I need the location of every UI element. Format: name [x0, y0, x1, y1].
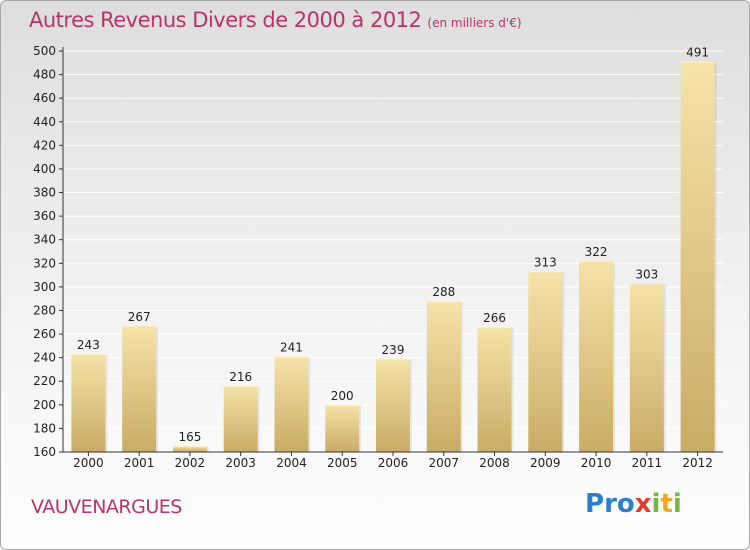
bar-value-label: 241	[280, 340, 303, 354]
y-tick-label: 420	[33, 138, 56, 152]
logo-letter: o	[616, 489, 635, 519]
y-tick-label: 180	[33, 421, 56, 435]
bars: 243 267 165 216 241 200 239 288 266 313 322 303 491	[71, 46, 717, 452]
y-tick-label: 260	[33, 327, 56, 341]
x-tick-label: 2004	[276, 456, 307, 470]
logo-letter: i	[651, 489, 661, 519]
x-tick-label: 2010	[581, 456, 612, 470]
bar	[680, 61, 715, 452]
bar	[629, 283, 664, 452]
y-tick-label: 360	[33, 209, 56, 223]
x-tick-label: 2000	[73, 456, 104, 470]
bar-value-label: 267	[128, 310, 151, 324]
chart-title-text: Autres Revenus Divers de 2000 à 2012	[29, 8, 422, 32]
logo-letter: P	[585, 489, 605, 519]
bar-value-label: 303	[635, 267, 658, 281]
bar-value-label: 313	[534, 256, 557, 270]
x-tick-label: 2001	[124, 456, 155, 470]
x-tick-label: 2011	[632, 456, 663, 470]
bar-value-label: 322	[585, 245, 608, 259]
bar	[528, 271, 563, 452]
y-tick-label: 160	[33, 445, 56, 459]
bar	[477, 326, 512, 452]
y-tick-label: 280	[33, 303, 56, 317]
commune-name: VAUVENARGUES	[31, 496, 182, 518]
y-tick-label: 460	[33, 91, 56, 105]
y-tick-label: 480	[33, 68, 56, 82]
y-tick-label: 400	[33, 162, 56, 176]
x-tick-label: 2012	[682, 456, 713, 470]
axes: 160 180 200 220 240 260 280 300 320 340 360 380 400 4…	[33, 44, 723, 470]
y-tick-label: 240	[33, 351, 56, 365]
x-tick-label: 2002	[175, 456, 206, 470]
bar	[426, 301, 461, 452]
x-tick-label: 2009	[530, 456, 561, 470]
bar	[71, 354, 106, 452]
bar	[376, 358, 410, 452]
y-tick-label: 440	[33, 115, 56, 129]
bar	[172, 446, 207, 452]
bar	[274, 356, 309, 452]
y-tick-label: 300	[33, 280, 56, 294]
x-tick-label: 2005	[327, 456, 358, 470]
bar	[325, 404, 360, 452]
logo-letter: x	[634, 489, 652, 519]
bar	[122, 325, 157, 452]
bar-value-label: 243	[77, 338, 100, 352]
bar-value-label: 239	[382, 343, 405, 357]
bar-value-label: 491	[686, 46, 709, 60]
y-tick-label: 380	[33, 186, 56, 200]
y-tick-label: 320	[33, 256, 56, 270]
x-tick-label: 2007	[428, 456, 459, 470]
proxiti-logo: Proxiti	[585, 489, 682, 519]
y-tick-label: 220	[33, 374, 56, 388]
bar-value-label: 165	[178, 430, 201, 444]
x-tick-label: 2003	[225, 456, 256, 470]
bar	[579, 260, 614, 452]
y-tick-label: 340	[33, 233, 56, 247]
bar	[223, 385, 258, 452]
x-tick-label: 2006	[378, 456, 409, 470]
x-tick-label: 2008	[479, 456, 510, 470]
logo-letter: i	[672, 489, 682, 519]
bar-value-label: 266	[483, 311, 506, 325]
y-tick-label: 500	[33, 44, 56, 58]
logo-letter: r	[604, 489, 617, 519]
bar-value-label: 216	[229, 370, 252, 384]
chart-title: Autres Revenus Divers de 2000 à 2012 (en …	[29, 8, 522, 32]
bar-value-label: 288	[432, 285, 455, 299]
logo-letter: t	[660, 489, 673, 519]
chart-subtitle: (en milliers d'€)	[427, 16, 522, 30]
y-tick-label: 200	[33, 398, 56, 412]
bar-value-label: 200	[331, 389, 354, 403]
